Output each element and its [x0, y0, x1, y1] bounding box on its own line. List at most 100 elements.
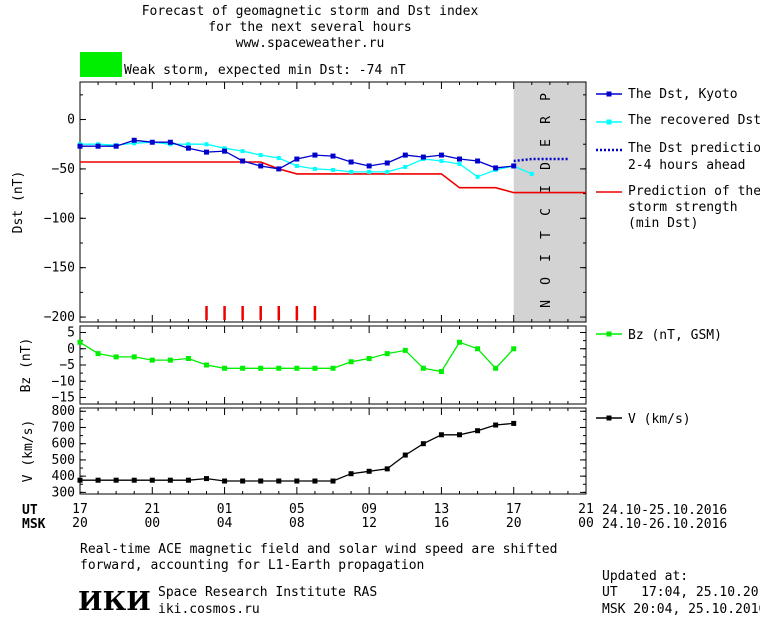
prediction-letter: T	[539, 231, 554, 239]
kyoto-dst-point	[402, 152, 408, 158]
plot-frame-2	[79, 325, 587, 405]
bz-point	[276, 365, 282, 371]
speed-point	[384, 466, 390, 472]
bz-tick-label: −15	[52, 391, 75, 406]
legend-prediction-label: The Dst prediction	[628, 141, 760, 156]
ut-tick-label: 17	[72, 502, 88, 517]
bz-point	[457, 339, 462, 345]
kyoto-dst-point	[493, 165, 499, 171]
msk-tick-label: 00	[578, 516, 594, 531]
ut-tick-label: 05	[289, 502, 305, 517]
speed-point	[167, 477, 173, 483]
updated-ut: UT 17:04, 25.10.2016	[602, 585, 760, 600]
prediction-letter: N	[539, 300, 554, 308]
chart-title-line1: Forecast of geomagnetic storm and Dst in…	[141, 4, 479, 19]
kyoto-dst-point	[348, 159, 354, 165]
updated-msk: MSK 20:04, 25.10.2016	[602, 602, 760, 617]
ut-date-range: 24.10-25.10.2016	[602, 503, 728, 518]
bz-point	[240, 365, 246, 371]
msk-tick-label: 00	[144, 516, 160, 531]
speed-point	[348, 471, 354, 477]
kyoto-dst-point	[113, 143, 119, 149]
bz-point	[420, 365, 426, 371]
msk-tick-label: 12	[361, 516, 377, 531]
kyoto-dst-point	[204, 149, 209, 155]
speed-point	[438, 432, 444, 438]
ut-tick-label: 21	[578, 502, 594, 517]
prediction-letter: I	[539, 254, 554, 262]
bz-point	[131, 354, 137, 360]
bz-point	[348, 359, 354, 365]
dst-tick-label: −150	[44, 261, 75, 276]
recovered-dst-point	[258, 153, 263, 158]
kyoto-dst-point	[185, 145, 191, 151]
legend-kyoto-label: The Dst, Kyoto	[628, 87, 738, 102]
storm-level-swatch	[80, 52, 122, 77]
bz-point	[258, 365, 264, 371]
recovered-dst-point	[222, 146, 227, 151]
bz-point	[384, 351, 390, 357]
org-name: Space Research Institute RAS	[158, 585, 378, 600]
speed-point	[95, 477, 101, 483]
speed-point	[511, 420, 517, 426]
recovered-dst-point	[403, 164, 408, 169]
recovered-dst-point	[186, 142, 191, 147]
bz-point	[113, 354, 119, 360]
chart-title-line2: for the next several hours	[208, 20, 412, 35]
prediction-letter: O	[539, 277, 554, 285]
bz-point	[204, 362, 209, 368]
ut-tick-label: 17	[506, 502, 522, 517]
speed-point	[493, 422, 499, 428]
chart-title-url: www.spaceweather.ru	[235, 36, 385, 51]
dst-prediction-line	[513, 157, 568, 163]
speed-point	[77, 477, 83, 483]
msk-axis-label: MSK	[22, 517, 46, 532]
speed-point	[240, 478, 246, 484]
legend-kyoto-marker	[606, 91, 612, 97]
msk-tick-label: 20	[506, 516, 522, 531]
legend-bz-label: Bz (nT, GSM)	[628, 328, 722, 343]
kyoto-dst-point	[258, 163, 264, 169]
legend-bz-marker	[606, 331, 612, 337]
dst-tick-label: −50	[52, 162, 75, 177]
kyoto-dst-point	[167, 139, 173, 145]
msk-date-range: 24.10-26.10.2016	[602, 517, 728, 532]
v-tick-label: 300	[52, 485, 75, 500]
prediction-shade	[513, 82, 586, 322]
speed-point	[402, 452, 408, 458]
legend-recovered-marker	[606, 119, 612, 125]
kyoto-dst-point	[77, 143, 83, 149]
prediction-letter: I	[539, 185, 554, 193]
bz-point	[294, 365, 300, 371]
kyoto-dst-point	[131, 137, 137, 143]
bz-point	[167, 357, 173, 363]
plot-frame-1	[79, 81, 587, 323]
speed-point	[330, 478, 336, 484]
ut-tick-label: 01	[217, 502, 233, 517]
v-tick-label: 400	[52, 469, 75, 484]
storm-level-label: Weak storm, expected min Dst: -74 nT	[124, 63, 406, 78]
speed-point	[113, 477, 119, 483]
bz-point	[493, 365, 499, 371]
v-tick-label: 600	[52, 437, 75, 452]
speed-point	[366, 468, 372, 474]
bz-point	[366, 356, 372, 361]
recovered-dst-point	[439, 159, 444, 164]
org-site-link[interactable]: iki.cosmos.ru	[158, 602, 260, 617]
kyoto-dst-point	[149, 139, 155, 145]
speed-point	[131, 477, 137, 483]
ut-tick-label: 21	[144, 502, 160, 517]
legend-recovered-label: The recovered Dst	[628, 113, 760, 128]
kyoto-dst-point	[384, 160, 390, 166]
msk-tick-label: 08	[289, 516, 305, 531]
prediction-letter: D	[539, 162, 554, 170]
bz-point	[402, 347, 408, 353]
speed-point	[185, 477, 191, 483]
footer-note-line2: forward, accounting for L1-Earth propaga…	[80, 558, 425, 573]
speed-point	[420, 441, 426, 447]
recovered-dst-point	[349, 169, 354, 174]
kyoto-dst-point	[312, 152, 318, 158]
prediction-letter: P	[539, 93, 554, 101]
storm-strength-line	[80, 161, 586, 194]
